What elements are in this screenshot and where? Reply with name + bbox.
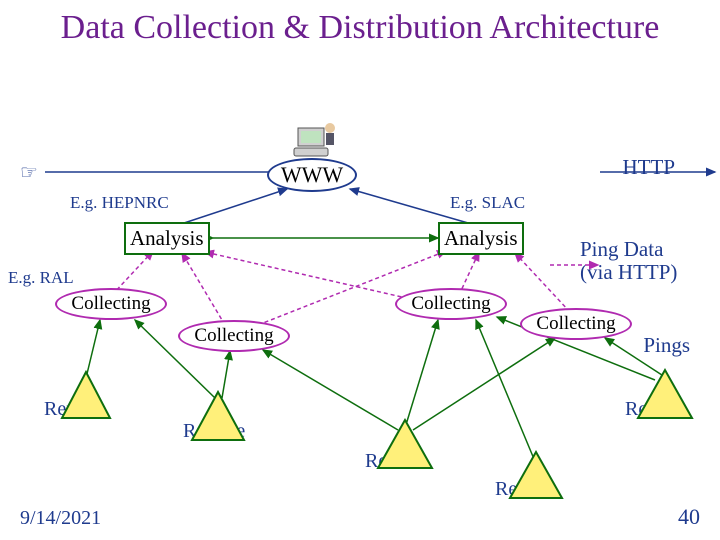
node-remote-3: Remote — [365, 450, 427, 473]
node-collecting-2: Collecting — [178, 320, 290, 352]
label-slac: E.g. SLAC — [450, 193, 525, 213]
ping-data-line1: Ping Data — [580, 237, 663, 261]
node-collecting-4: Collecting — [520, 308, 632, 340]
node-collecting-1: Collecting — [55, 288, 167, 320]
label-ral: E.g. RAL — [8, 268, 74, 288]
page-title: Data Collection & Distribution Architect… — [0, 0, 720, 47]
node-analysis-1: Analysis — [124, 222, 210, 255]
node-collecting-3: Collecting — [395, 288, 507, 320]
footer-date: 9/14/2021 — [20, 507, 101, 530]
label-hepnrc: E.g. HEPNRC — [70, 193, 169, 213]
bullet-icon: ☞ — [20, 160, 38, 185]
ping-data-line2: (via HTTP) — [580, 260, 677, 284]
node-remote-4: Remote — [495, 478, 557, 501]
computer-icon — [290, 118, 340, 163]
footer-page: 40 — [678, 504, 700, 530]
node-remote-2: Remote — [183, 420, 245, 443]
node-remote-5: Remote — [625, 398, 687, 421]
label-ping-data: Ping Data (via HTTP) — [580, 238, 700, 284]
node-remote-1: Remote — [44, 398, 106, 421]
label-http: HTTP — [623, 155, 676, 180]
label-pings: Pings — [643, 333, 690, 358]
node-analysis-2: Analysis — [438, 222, 524, 255]
node-www: WWW — [267, 158, 357, 192]
